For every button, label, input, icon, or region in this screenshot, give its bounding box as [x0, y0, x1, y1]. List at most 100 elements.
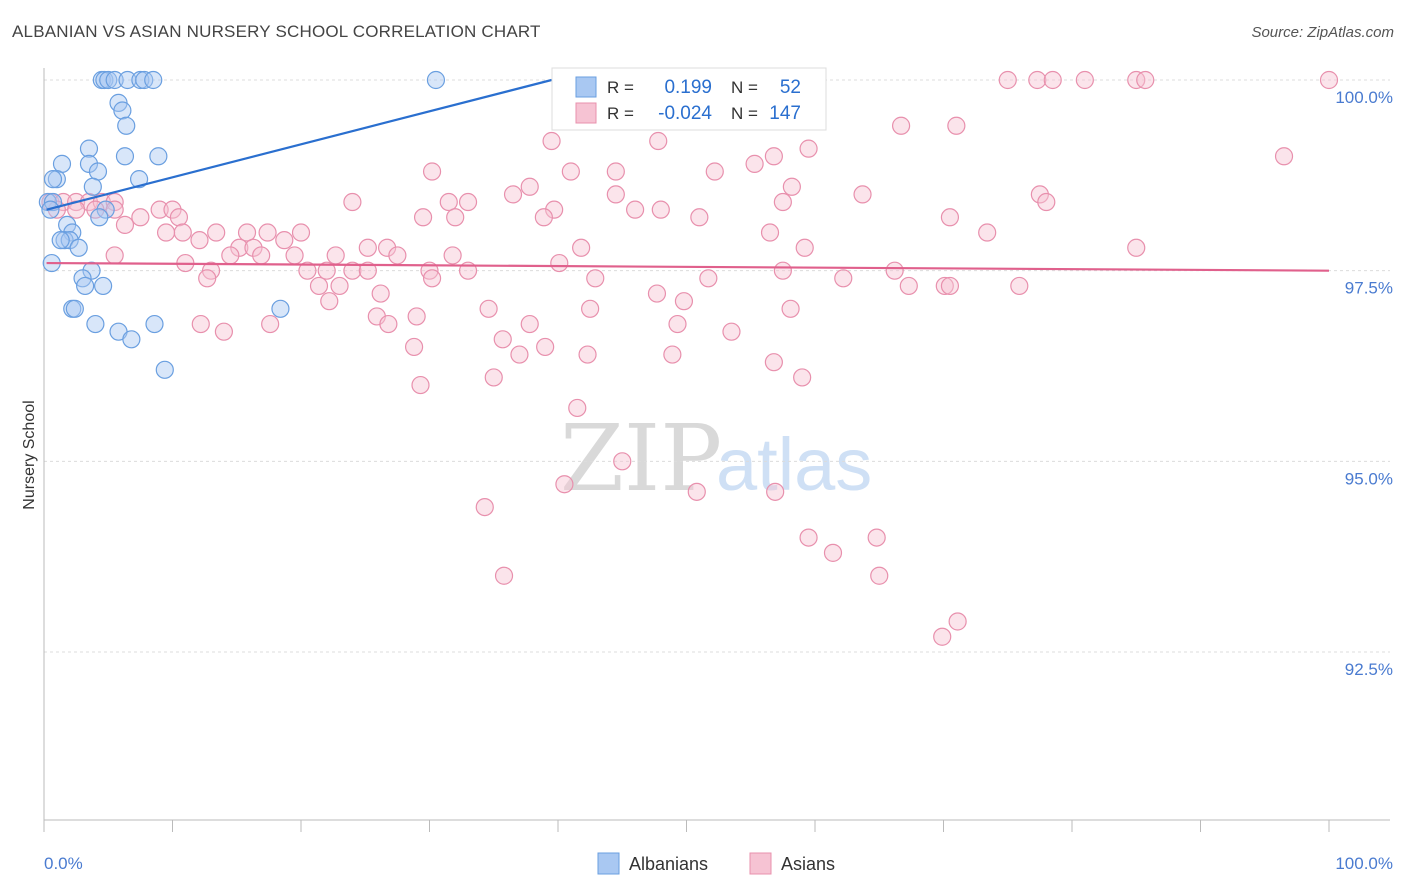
axis-layer	[43, 68, 1390, 832]
x-tick-label-left: 0.0%	[44, 854, 83, 873]
asian-point	[173, 223, 192, 242]
asian-point	[799, 528, 818, 547]
albanians-trend-line	[46, 78, 552, 211]
asian-point	[1075, 70, 1094, 90]
asian-point	[407, 307, 426, 326]
asian-point	[606, 162, 625, 181]
albanian-point	[426, 70, 446, 90]
asian-point	[1028, 70, 1047, 90]
asian-point	[781, 299, 800, 318]
asian-point	[534, 208, 553, 227]
asian-point	[933, 627, 952, 646]
asian-point	[823, 543, 843, 562]
watermark-zip: ZIP	[560, 405, 722, 512]
albanian-point	[83, 177, 102, 196]
asian-point	[261, 314, 280, 334]
asian-point	[484, 368, 503, 387]
asians-trend-line	[46, 261, 1330, 272]
asian-point	[169, 208, 189, 227]
asian-point	[568, 398, 587, 418]
albanian-point	[95, 70, 114, 90]
asian-point	[503, 185, 523, 204]
asian-point	[572, 238, 591, 257]
trend-lines	[46, 78, 1330, 272]
asian-point	[207, 223, 226, 242]
asian-point	[545, 200, 564, 219]
albanian-point	[52, 154, 72, 173]
asian-point	[309, 276, 329, 296]
stats-legend: R = 0.199 N = 52 R = -0.024 N = 147	[551, 67, 827, 131]
asian-point	[404, 337, 424, 357]
asian-point	[258, 223, 277, 242]
asians-r-value: -0.024	[658, 103, 712, 124]
asian-point	[606, 185, 625, 204]
albanian-point	[90, 208, 109, 227]
asian-point	[377, 238, 397, 257]
asian-point	[458, 192, 478, 212]
asian-point	[330, 276, 349, 296]
asian-point	[1274, 147, 1294, 166]
albanian-point	[79, 139, 99, 158]
asians-r-label: R =	[607, 104, 634, 123]
asian-point	[773, 192, 792, 212]
asians-n-label: N =	[731, 104, 758, 123]
asian-point	[244, 238, 263, 257]
asian-point	[940, 208, 960, 227]
albanians-r-value: 0.199	[664, 77, 712, 98]
legend-asians-label: Asians	[781, 854, 835, 874]
asian-point	[947, 116, 966, 135]
asian-point	[105, 246, 124, 265]
albanian-point	[115, 147, 135, 166]
albanian-point	[94, 276, 113, 296]
asian-point	[668, 314, 687, 334]
albanian-point	[271, 299, 290, 318]
asian-point	[1127, 238, 1146, 257]
albanian-point	[55, 231, 74, 250]
asian-point	[687, 482, 706, 501]
y-tick-label: 92.5%	[1345, 660, 1393, 679]
asian-point	[764, 147, 783, 166]
asian-point	[1037, 192, 1056, 212]
asian-point	[795, 238, 814, 257]
asian-point	[1043, 70, 1062, 90]
asian-point	[156, 223, 176, 242]
asian-point	[115, 215, 135, 235]
albanian-point	[144, 70, 163, 90]
asian-point	[413, 208, 433, 227]
albanian-point	[155, 360, 174, 379]
asian-point	[358, 261, 377, 280]
asian-point	[494, 566, 514, 585]
legend-asians-swatch	[749, 852, 772, 875]
y-tick-label: 95.0%	[1345, 469, 1393, 488]
asian-point	[190, 231, 209, 250]
asian-point	[191, 314, 210, 334]
asian-point	[252, 246, 271, 265]
asian-point	[317, 261, 336, 280]
albanian-point	[88, 162, 108, 181]
asian-point	[198, 269, 217, 288]
asian-point	[542, 131, 561, 151]
asian-point	[536, 337, 555, 357]
albanian-point	[99, 70, 118, 90]
asian-point	[867, 528, 886, 547]
asian-point	[371, 284, 390, 303]
grid-layer: 100.0% 97.5% 95.0% 92.5%	[44, 79, 1393, 679]
asian-point	[510, 345, 529, 364]
asian-point	[834, 269, 853, 288]
asian-point	[978, 223, 997, 242]
asian-point	[722, 322, 741, 341]
y-tick-label: 100.0%	[1335, 88, 1393, 107]
asian-point	[291, 223, 311, 242]
asian-point	[221, 246, 240, 265]
asian-point	[647, 284, 667, 303]
asians-swatch	[575, 102, 597, 124]
asian-point	[561, 162, 580, 181]
asian-point	[998, 70, 1017, 90]
asian-point	[782, 177, 801, 196]
asian-point	[745, 154, 764, 173]
asian-point	[773, 261, 792, 280]
asian-point	[550, 253, 569, 273]
albanian-point	[131, 70, 150, 90]
albanians-n-value: 52	[780, 77, 801, 98]
